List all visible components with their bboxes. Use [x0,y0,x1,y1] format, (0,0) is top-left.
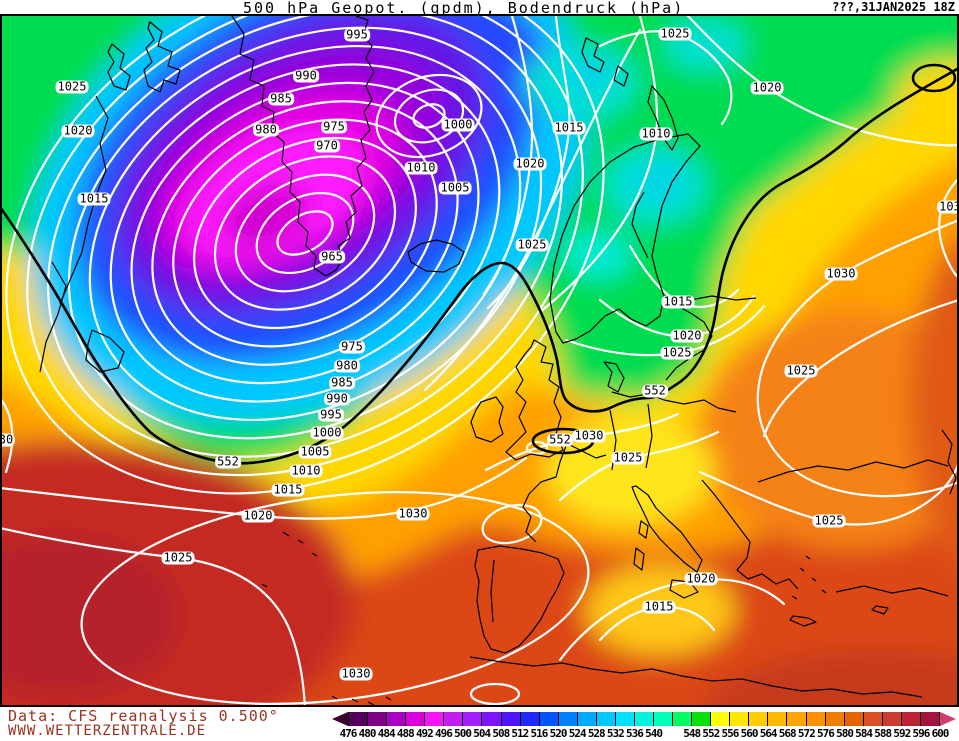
colorbar-segment [596,712,616,726]
colorbar-tick-label: 520 [549,727,568,740]
colorbar-tick-label: 552 [702,727,720,740]
colorbar-segment [615,712,635,726]
colorbar-segment [539,712,559,726]
website-text: WWW.WETTERZENTRALE.DE [8,723,207,739]
colorbar-segment [673,712,693,726]
colorbar-tick-label: 528 [587,727,606,740]
colorbar-tick-label: 500 [454,727,472,740]
colorbar-segment [501,712,521,726]
colorbar-tick-label: 560 [740,727,759,740]
colorbar-segment [787,712,807,726]
colorbar-segment [768,712,788,726]
colorbar-segment [482,712,502,726]
colorbar-tick-label: 492 [415,727,434,740]
data-source-text: Data: CFS reanalysis 0.500° [8,707,279,725]
colorbar-tick-label: 540 [645,727,663,740]
colorbar-tick-label: 504 [473,727,491,740]
colorbar-segment [558,712,578,726]
colorbar-tick-label: 536 [626,727,644,740]
colorbar-segment [463,712,483,726]
colorbar-tick-label: 596 [912,727,930,740]
colorbar-tick-label: 584 [855,727,873,740]
colorbar-tick-label: 496 [435,727,453,740]
colorbar-segment [634,712,654,726]
colorbar-tick-label: 572 [797,727,816,740]
colorbar-strip [348,712,940,726]
map-run-date: ???,31JAN2025 18Z [832,0,955,14]
colorbar-segment [368,712,388,726]
colorbar-tick-label: 592 [893,727,911,740]
colorbar-tick-label: 548 [683,727,701,740]
colorbar-segment [730,712,750,726]
colorbar-tick-label: 556 [721,727,739,740]
colorbar-segment [711,712,731,726]
colorbar-segment [901,712,921,726]
colorbar-tick-label: 600 [931,727,950,740]
colorbar-right-arrow-icon [940,712,956,726]
colorbar-tick-label: 508 [492,727,510,740]
geopotential-fill-field [2,16,957,705]
colorbar-tick-label: 580 [836,727,854,740]
colorbar-segment [444,712,464,726]
colorbar-segment [387,712,407,726]
weather-map: 995 990 985 980 975 970 965 1025 1020 1015 1000 101… [0,14,959,707]
colorbar-segment [425,712,445,726]
geopotential-field-chart [2,16,957,705]
colorbar-segment [806,712,826,726]
colorbar-segment [863,712,883,726]
colorbar-segment [749,712,769,726]
colorbar-segment [654,712,674,726]
colorbar-segment [692,712,712,726]
colorbar-tick-label: 484 [377,727,396,740]
colorbar-tick-label: 532 [606,727,625,740]
colorbar-segment [920,712,940,726]
colorbar-left-arrow-icon [332,712,348,726]
colorbar-tick-label: 568 [778,727,797,740]
colorbar-tick-label: 576 [816,727,835,740]
colorbar-tick-label: 524 [568,727,587,740]
map-title: 500 hPa Geopot. (gpdm), Bodendruck (hPa) [243,0,685,17]
colorbar-tick-label: 564 [759,727,778,740]
colorbar-segment [406,712,426,726]
colorbar-tick-label: 588 [874,727,892,740]
colorbar-segment [520,712,540,726]
colorbar-tick-label: 476 [339,727,358,740]
colorbar-segment [348,712,369,726]
colorbar-tick-label: 480 [358,727,377,740]
colorbar-tick-label: 488 [396,727,415,740]
colorbar-tick-label: 516 [530,727,549,740]
colorbar-segment [844,712,864,726]
coastlines [39,16,957,705]
colorbar-segment [825,712,845,726]
colorbar-segment [577,712,597,726]
title-bar: 500 hPa Geopot. (gpdm), Bodendruck (hPa)… [0,0,959,17]
colorbar-tick-label: 512 [511,727,529,740]
geopotential-colorbar: 476 480 484 488 492 496 500 504 508 512 516 520 524 5… [332,712,956,740]
colorbar-segment [882,712,902,726]
